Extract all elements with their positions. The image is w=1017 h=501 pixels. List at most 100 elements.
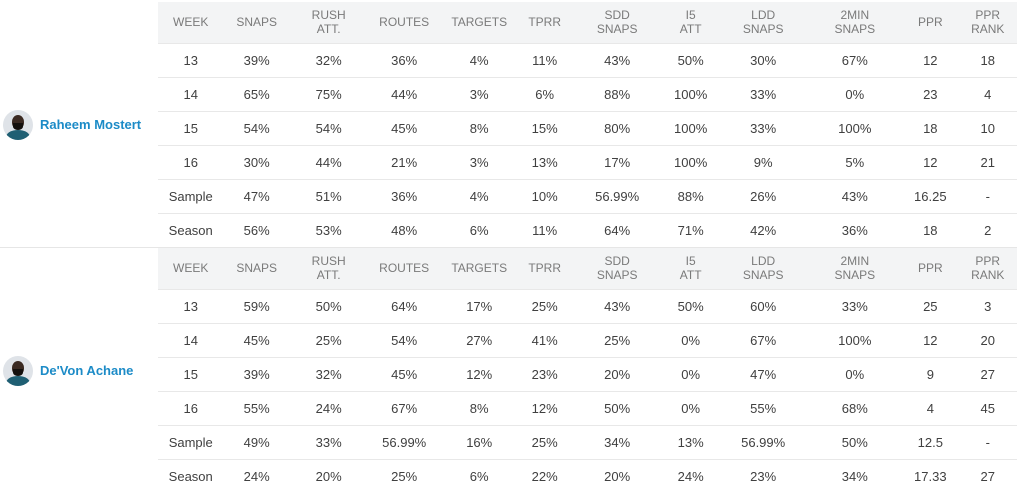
stat-cell: 43% xyxy=(571,42,663,77)
week-cell: 13 xyxy=(158,42,224,77)
week-cell: 15 xyxy=(158,356,224,391)
column-header[interactable]: SNAPS xyxy=(236,261,278,276)
stat-cell: 21% xyxy=(367,144,441,179)
stat-cell: 48% xyxy=(367,212,441,247)
column-header[interactable]: SDD SNAPS xyxy=(596,254,638,283)
stat-cell: 21 xyxy=(958,144,1017,179)
stat-cell: 9% xyxy=(718,144,808,179)
column-header[interactable]: PPR RANK xyxy=(971,8,1005,37)
stat-cell: 25% xyxy=(367,458,441,493)
column-header[interactable]: ROUTES xyxy=(379,15,430,30)
column-header[interactable]: TPRR xyxy=(528,261,561,276)
column-header[interactable]: TPRR xyxy=(528,15,561,30)
stat-cell: 17.33 xyxy=(902,458,959,493)
stat-cell: 45 xyxy=(958,390,1017,425)
stat-cell: 17% xyxy=(571,144,663,179)
stat-cell: 8% xyxy=(440,390,518,425)
column-header[interactable]: SNAPS xyxy=(236,15,278,30)
stat-cell: 12% xyxy=(440,356,518,391)
stat-cell: 18 xyxy=(902,110,959,145)
stat-cell: 0% xyxy=(662,356,719,391)
stat-cell: 16.25 xyxy=(902,178,959,213)
stat-cell: 44% xyxy=(289,144,368,179)
column-header[interactable]: PPR RANK xyxy=(971,254,1005,283)
stat-cell: 100% xyxy=(662,76,719,111)
stat-cell: 0% xyxy=(807,356,903,391)
stat-cell: 54% xyxy=(289,110,368,145)
stat-cell: 36% xyxy=(807,212,903,247)
stat-cell: 11% xyxy=(517,212,572,247)
column-header[interactable]: LDD SNAPS xyxy=(742,254,784,283)
player-cell[interactable]: De'Von Achane xyxy=(0,248,158,493)
table-row: 13 39% 32% 36% 4% 11% 43% 50% 30% 67% 12 18 xyxy=(158,42,1017,77)
stat-cell: 65% xyxy=(223,76,290,111)
column-header[interactable]: TARGETS xyxy=(451,15,508,30)
stat-cell: 32% xyxy=(289,42,368,77)
stat-cell: 71% xyxy=(662,212,719,247)
week-cell: Season xyxy=(158,212,224,247)
player-name[interactable]: Raheem Mostert xyxy=(40,117,142,132)
column-header[interactable]: WEEK xyxy=(173,261,209,276)
table-header-row: WEEK SNAPS RUSH ATT. ROUTES TARGETS TPRR SDD S… xyxy=(158,2,1017,43)
stat-cell: 88% xyxy=(571,76,663,111)
stat-cell: 3% xyxy=(440,76,518,111)
stat-cell: 27% xyxy=(440,322,518,357)
column-header[interactable]: I5 ATT xyxy=(679,254,702,283)
stat-cell: 100% xyxy=(807,322,903,357)
stat-cell: 59% xyxy=(223,288,290,323)
table-row: Season 56% 53% 48% 6% 11% 64% 71% 42% 36% 18 2 xyxy=(158,212,1017,247)
column-header[interactable]: I5 ATT xyxy=(679,8,702,37)
stat-cell: 5% xyxy=(807,144,903,179)
column-header[interactable]: ROUTES xyxy=(379,261,430,276)
player-section: Raheem Mostert WEEK SNAPS RUSH ATT. ROUTES T… xyxy=(0,2,1017,247)
column-header[interactable]: PPR xyxy=(917,261,943,276)
stat-cell: 33% xyxy=(807,288,903,323)
week-cell: 15 xyxy=(158,110,224,145)
stat-cell: 25% xyxy=(517,288,572,323)
stat-cell: 27 xyxy=(958,356,1017,391)
stat-cell: 12 xyxy=(902,42,959,77)
column-header[interactable]: PPR xyxy=(917,15,943,30)
stat-cell: 50% xyxy=(289,288,368,323)
column-header[interactable]: RUSH ATT. xyxy=(311,254,346,283)
stat-cell: 55% xyxy=(718,390,808,425)
stat-cell: 24% xyxy=(662,458,719,493)
player-name[interactable]: De'Von Achane xyxy=(40,363,134,378)
stat-cell: 20% xyxy=(571,356,663,391)
week-cell: 14 xyxy=(158,322,224,357)
stat-cell: 24% xyxy=(223,458,290,493)
stat-cell: 3% xyxy=(440,144,518,179)
stat-cell: 12% xyxy=(517,390,572,425)
player-avatar xyxy=(3,355,33,386)
column-header[interactable]: SDD SNAPS xyxy=(596,8,638,37)
stat-cell: 67% xyxy=(718,322,808,357)
stat-cell: 12 xyxy=(902,322,959,357)
player-cell[interactable]: Raheem Mostert xyxy=(0,2,158,247)
week-cell: 16 xyxy=(158,390,224,425)
table-row: 16 55% 24% 67% 8% 12% 50% 0% 55% 68% 4 45 xyxy=(158,390,1017,425)
column-header[interactable]: 2MIN SNAPS xyxy=(834,8,876,37)
week-cell: 16 xyxy=(158,144,224,179)
column-header[interactable]: TARGETS xyxy=(451,261,508,276)
table-row: Sample 47% 51% 36% 4% 10% 56.99% 88% 26% 43% 16.25… xyxy=(158,178,1017,213)
stat-cell: 25% xyxy=(571,322,663,357)
player-avatar xyxy=(3,109,33,140)
stat-cell: 18 xyxy=(958,42,1017,77)
stat-cell: - xyxy=(958,178,1017,213)
column-header[interactable]: RUSH ATT. xyxy=(311,8,346,37)
stat-cell: 30% xyxy=(718,42,808,77)
stat-cell: 13% xyxy=(517,144,572,179)
stat-cell: 24% xyxy=(289,390,368,425)
stat-cell: 64% xyxy=(367,288,441,323)
player-stats-table: WEEK SNAPS RUSH ATT. ROUTES TARGETS TPRR SDD S… xyxy=(158,248,1017,493)
stat-cell: 43% xyxy=(807,178,903,213)
stat-cell: 56.99% xyxy=(571,178,663,213)
stat-cell: 22% xyxy=(517,458,572,493)
table-header-row: WEEK SNAPS RUSH ATT. ROUTES TARGETS TPRR SDD S… xyxy=(158,248,1017,289)
column-header[interactable]: 2MIN SNAPS xyxy=(834,254,876,283)
stat-cell: 4 xyxy=(902,390,959,425)
column-header[interactable]: WEEK xyxy=(173,15,209,30)
stat-cell: 4% xyxy=(440,42,518,77)
stat-cell: 17% xyxy=(440,288,518,323)
column-header[interactable]: LDD SNAPS xyxy=(742,8,784,37)
